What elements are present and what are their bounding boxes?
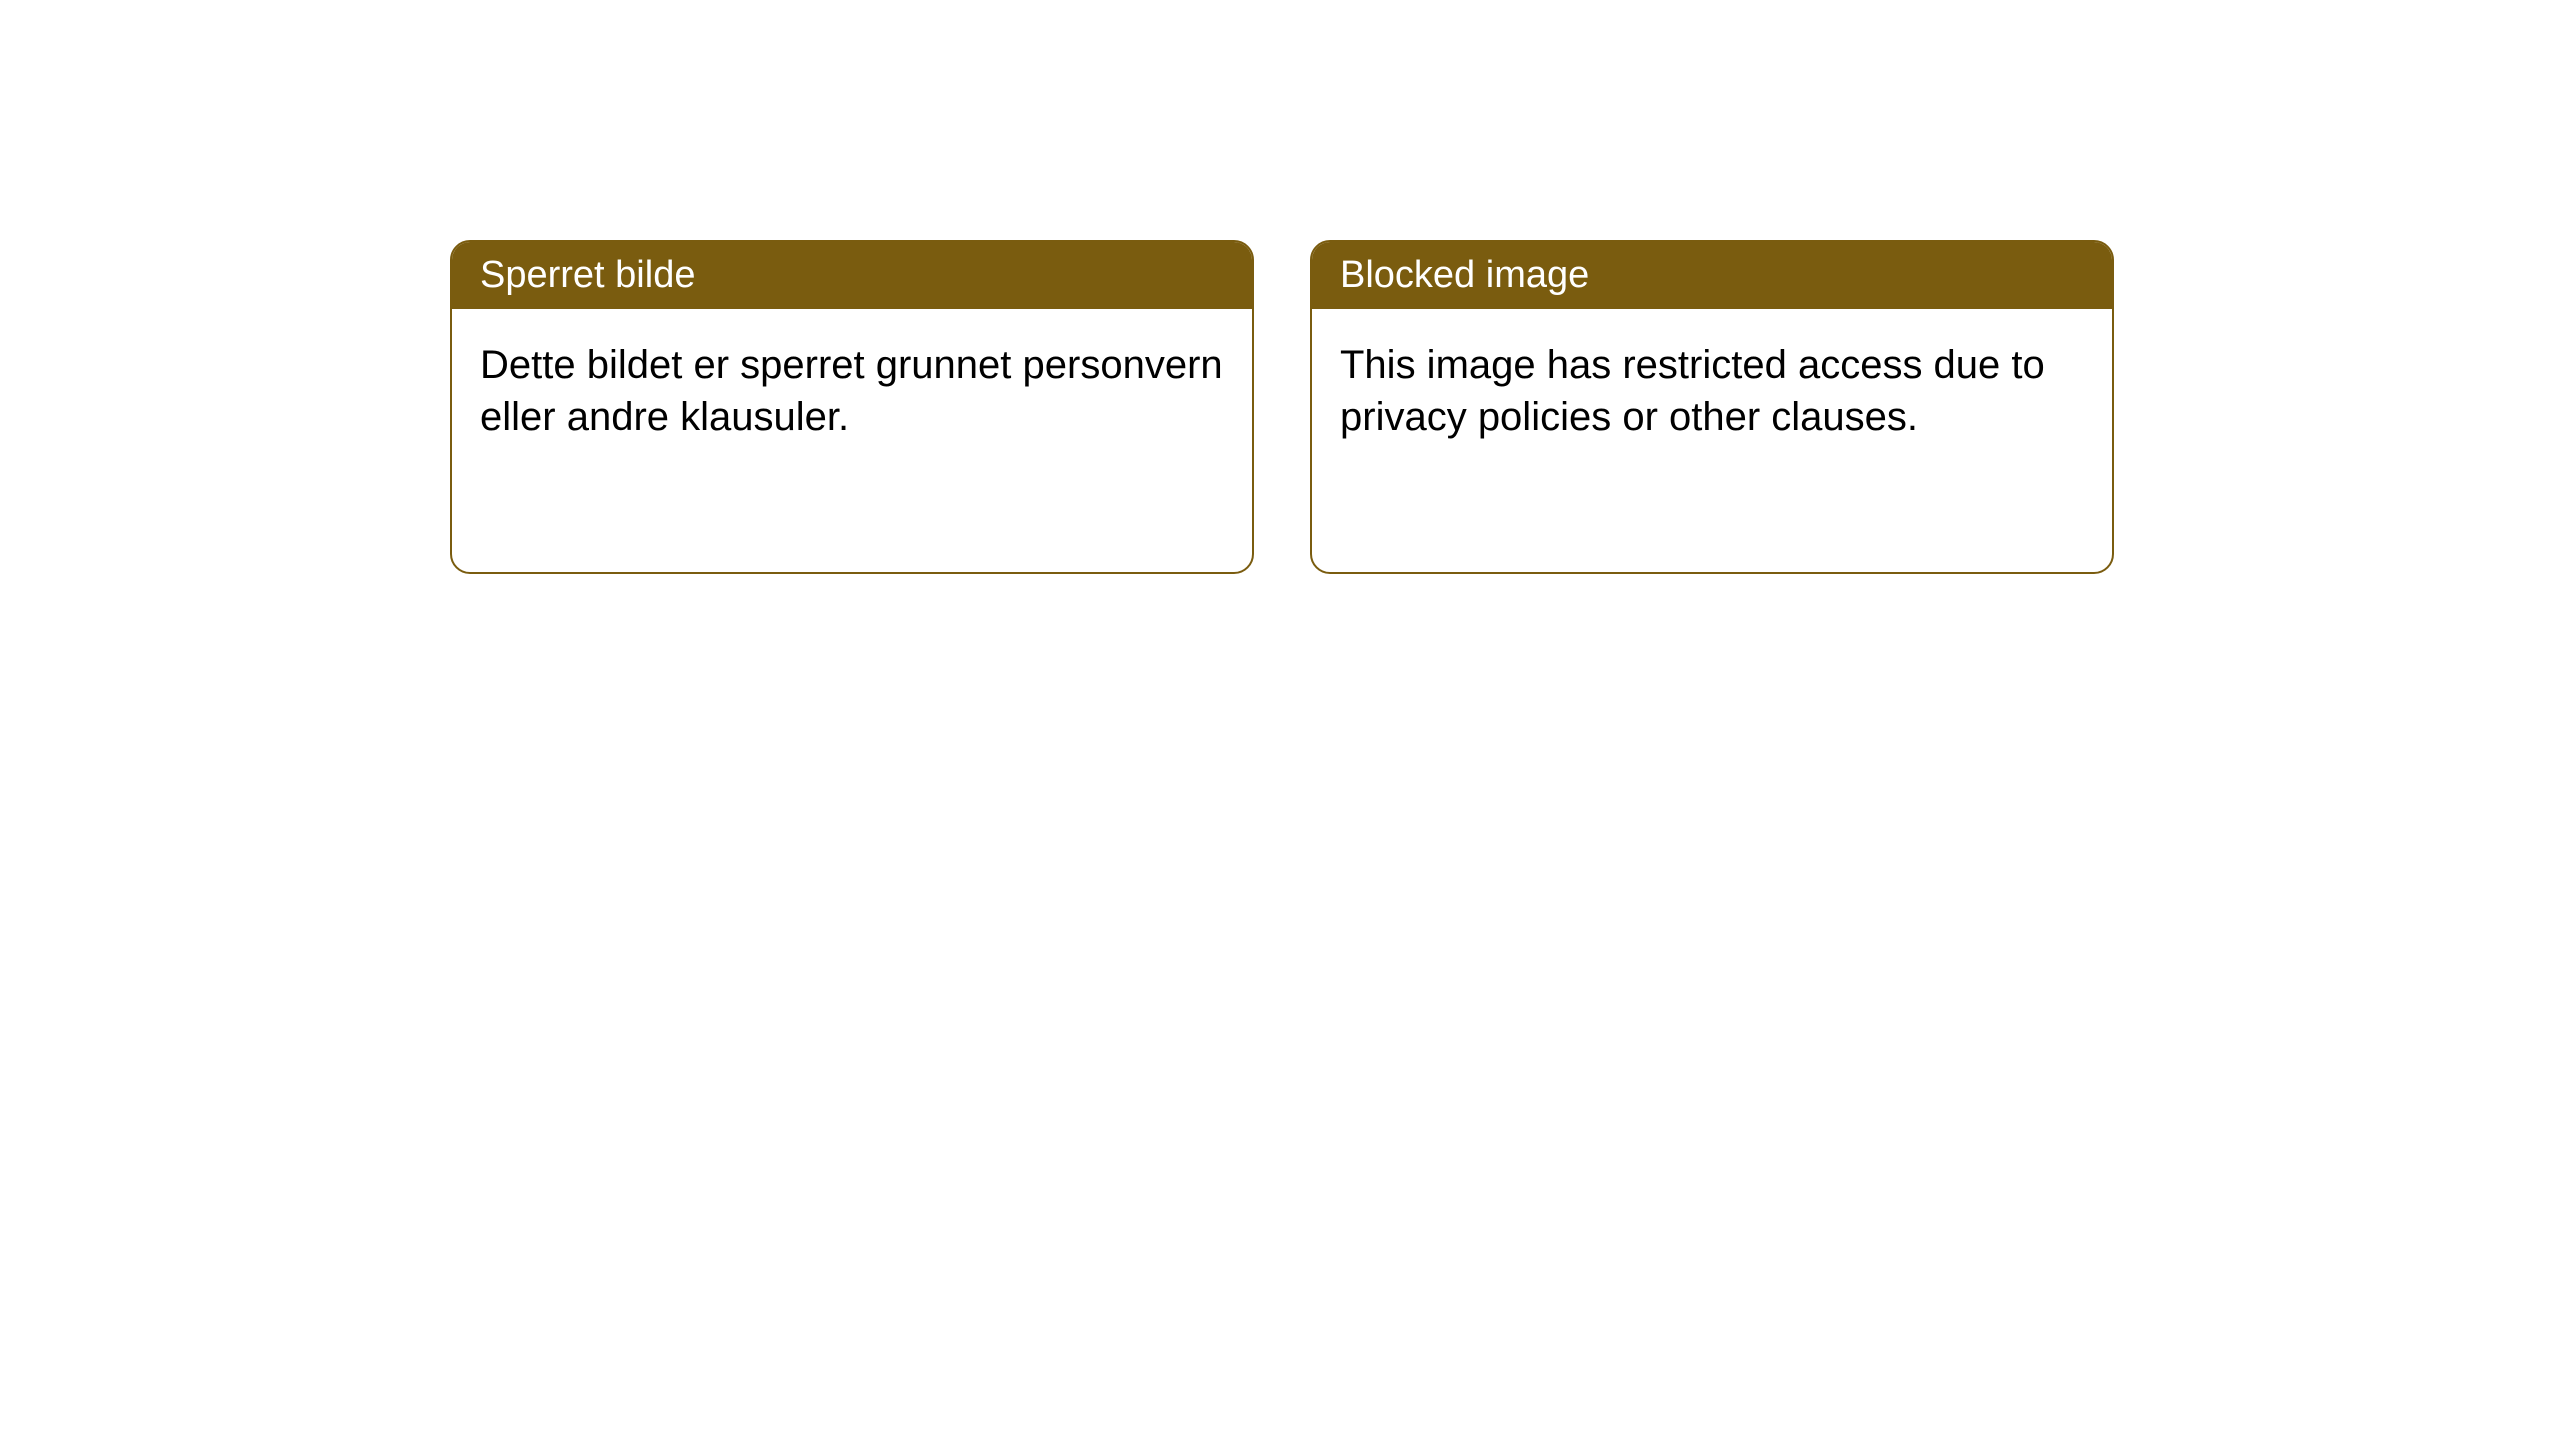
card-title: Blocked image bbox=[1340, 254, 1589, 296]
card-title: Sperret bilde bbox=[480, 254, 695, 296]
card-header: Sperret bilde bbox=[452, 242, 1252, 309]
notice-container: Sperret bilde Dette bildet er sperret gr… bbox=[0, 0, 2560, 574]
card-header: Blocked image bbox=[1312, 242, 2112, 309]
blocked-image-card-en: Blocked image This image has restricted … bbox=[1310, 240, 2114, 574]
card-body-text: This image has restricted access due to … bbox=[1340, 343, 2045, 439]
card-body-text: Dette bildet er sperret grunnet personve… bbox=[480, 343, 1223, 439]
blocked-image-card-no: Sperret bilde Dette bildet er sperret gr… bbox=[450, 240, 1254, 574]
card-body: This image has restricted access due to … bbox=[1312, 309, 2112, 473]
card-body: Dette bildet er sperret grunnet personve… bbox=[452, 309, 1252, 473]
